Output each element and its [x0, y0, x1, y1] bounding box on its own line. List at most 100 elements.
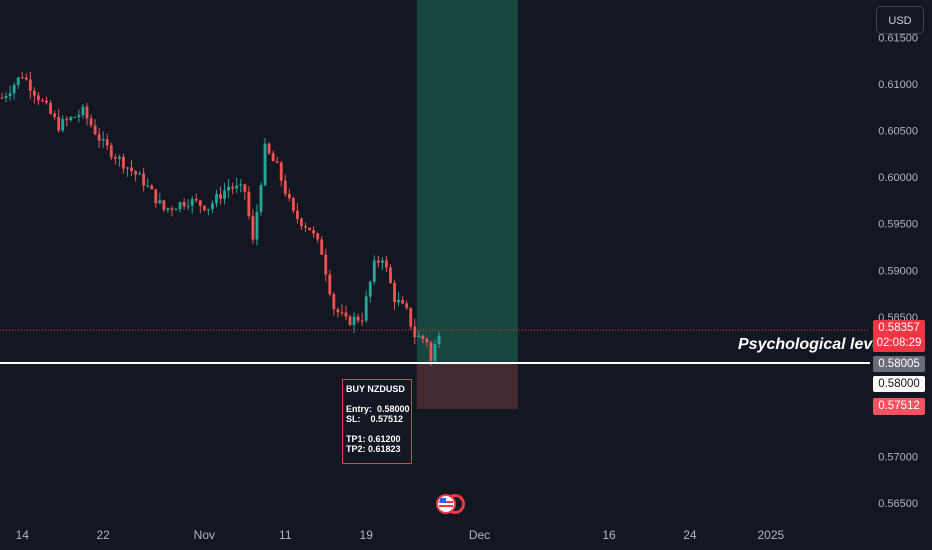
candle — [134, 169, 137, 182]
y-tick-label: 0.59000 — [878, 265, 918, 277]
x-tick-label: Nov — [194, 528, 215, 542]
candle-body — [332, 294, 336, 310]
candle-body — [219, 194, 222, 199]
x-tick-label: Dec — [469, 528, 490, 542]
candle — [158, 193, 162, 205]
candle-body — [336, 309, 340, 313]
candle — [182, 198, 186, 210]
candle — [122, 153, 125, 174]
candle — [409, 307, 413, 330]
candle — [53, 110, 57, 120]
candle — [332, 292, 336, 316]
candle — [376, 255, 380, 268]
candle-body — [41, 100, 44, 102]
current-price-tag: 0.58357 02:08:29 — [873, 320, 925, 352]
candle — [267, 142, 271, 156]
candle — [4, 92, 8, 103]
candle — [397, 292, 400, 306]
candle-body — [389, 267, 392, 283]
candle-body — [49, 102, 52, 114]
candle-body — [154, 189, 158, 204]
candle-body — [316, 233, 320, 240]
candle — [247, 186, 251, 220]
candle — [202, 205, 206, 212]
candle-body — [417, 335, 421, 338]
candle-body — [364, 296, 368, 321]
candle — [437, 331, 441, 348]
loss-zone — [416, 362, 518, 409]
events-flag-icon[interactable] — [434, 492, 466, 516]
candle — [287, 189, 291, 202]
candle — [150, 184, 154, 190]
candle-body — [170, 208, 174, 210]
candle — [0, 93, 4, 99]
candle — [385, 256, 388, 272]
candle-body — [296, 210, 299, 219]
candle-body — [37, 95, 40, 101]
candle — [328, 269, 332, 297]
candle-body — [174, 209, 178, 211]
candle-body — [20, 77, 24, 79]
currency-selector[interactable]: USD — [876, 6, 924, 34]
support-price-tag: 0.58005 — [873, 356, 925, 372]
profit-zone — [416, 0, 518, 363]
candle-body — [324, 254, 328, 275]
candle-body — [340, 312, 344, 314]
candle-body — [109, 145, 113, 158]
candle-body — [393, 282, 396, 303]
candle-body — [376, 260, 380, 263]
candle-body — [255, 211, 259, 240]
candle-body — [223, 190, 226, 199]
y-tick-label: 0.60500 — [878, 125, 918, 137]
candle — [77, 109, 81, 123]
candle-body — [267, 143, 271, 154]
trade-entry: Entry: 0.58000 — [346, 404, 410, 414]
candle — [231, 182, 235, 195]
candle — [417, 331, 421, 338]
bar-countdown: 02:08:29 — [876, 337, 922, 349]
candle-body — [138, 173, 142, 175]
candle — [219, 186, 222, 205]
candle-body — [28, 79, 32, 91]
candle-body — [429, 342, 433, 361]
candle-body — [380, 260, 384, 263]
candle-body — [372, 260, 376, 282]
candle-body — [287, 194, 291, 199]
candle-body — [259, 185, 263, 212]
candle — [57, 109, 61, 133]
candle-body — [425, 339, 429, 343]
candle — [93, 119, 97, 136]
candle-body — [97, 134, 101, 141]
candle — [174, 207, 178, 211]
candle-body — [352, 316, 356, 325]
candle-body — [24, 77, 28, 80]
candle-body — [271, 153, 275, 162]
candle-body — [263, 143, 267, 186]
candle-body — [206, 209, 210, 211]
candle-body — [12, 84, 16, 94]
candle-body — [101, 139, 105, 141]
trade-tp1: TP1: 0.61200 — [346, 434, 401, 444]
candle — [142, 167, 146, 192]
candle-body — [215, 194, 218, 204]
candle-body — [385, 260, 388, 268]
candle — [296, 203, 299, 224]
candle-body — [320, 239, 324, 255]
trade-setup-note[interactable]: BUY NZDUSD Entry: 0.58000 SL: 0.57512 TP… — [342, 379, 412, 464]
candle — [81, 104, 85, 119]
candle — [73, 116, 77, 119]
candle — [401, 296, 405, 305]
candle — [312, 226, 316, 239]
candle-body — [251, 216, 255, 240]
candle — [421, 334, 425, 344]
trade-tp2: TP2: 0.61823 — [346, 444, 401, 454]
y-tick-label: 0.56500 — [878, 498, 918, 510]
candle — [348, 314, 352, 327]
candle — [344, 305, 348, 320]
candle-body — [0, 97, 4, 99]
x-tick-label: 11 — [279, 528, 292, 542]
candle — [263, 138, 267, 187]
candle-body — [190, 198, 194, 206]
candle — [413, 318, 417, 345]
